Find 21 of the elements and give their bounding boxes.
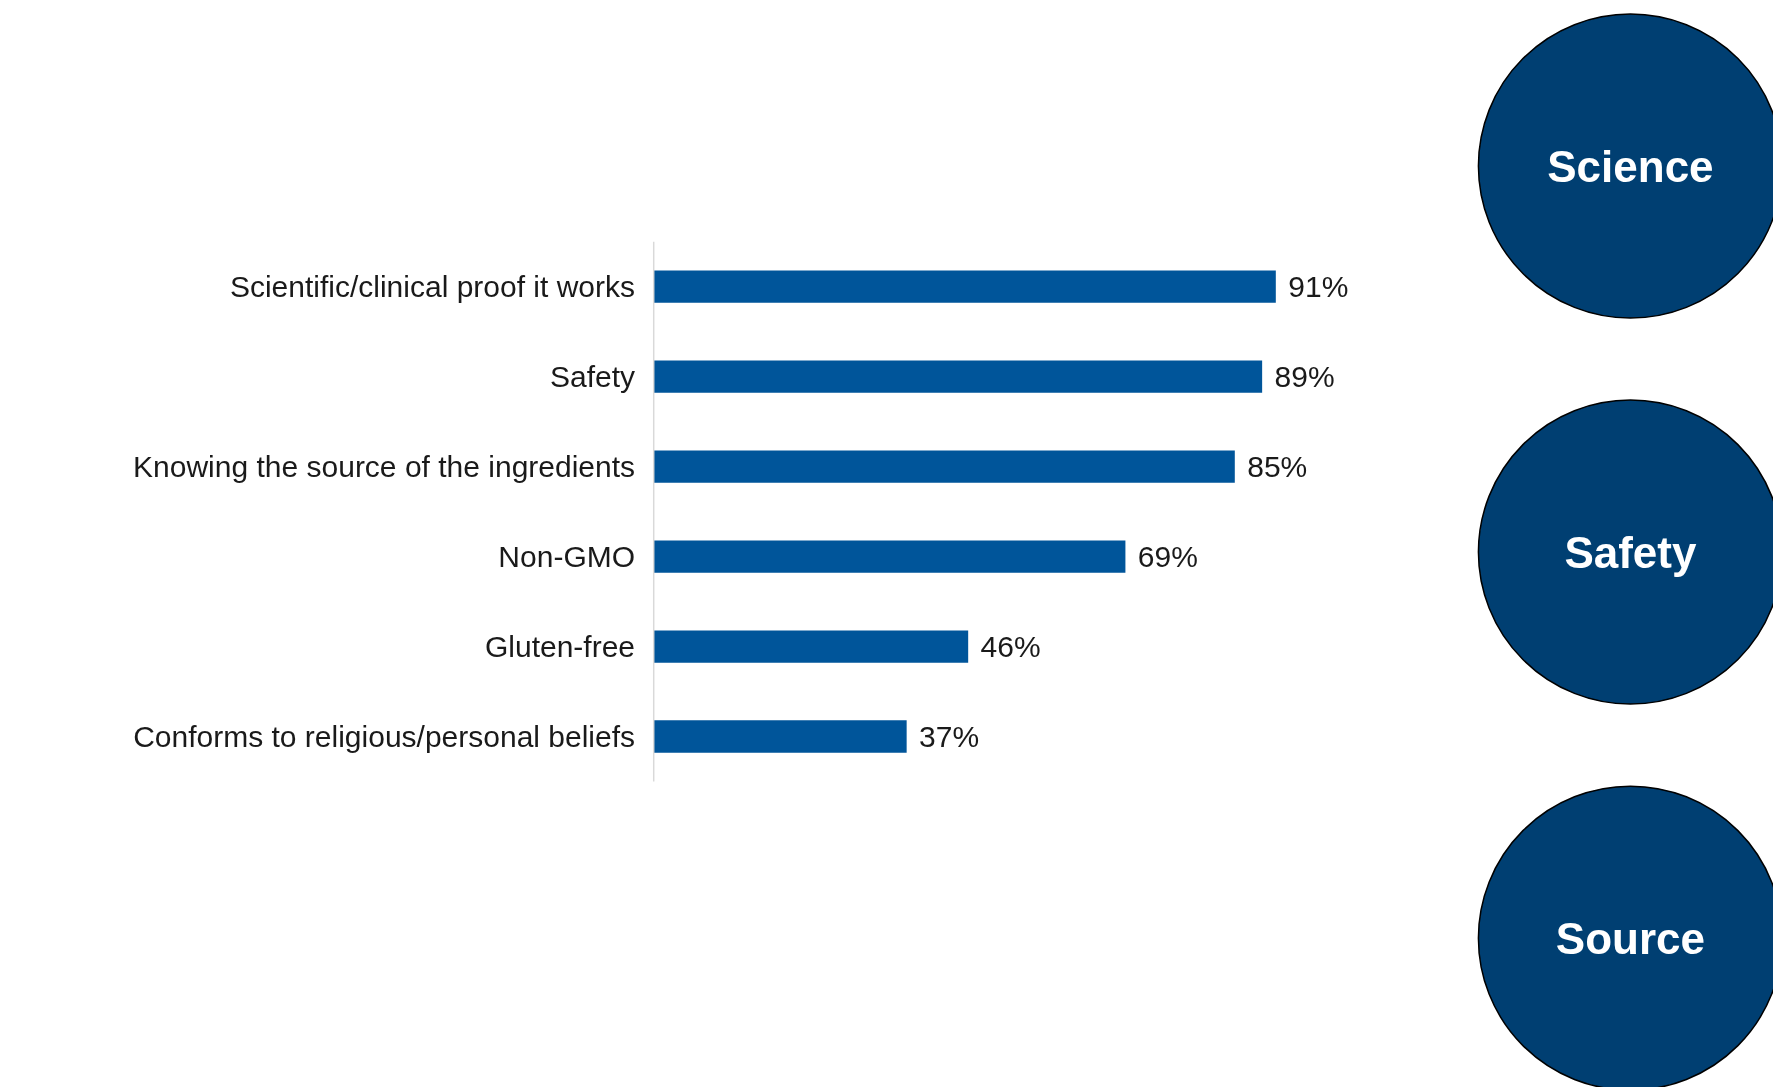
data-label: 46%	[980, 630, 1041, 664]
data-label: 85%	[1247, 450, 1308, 484]
data-label: 37%	[919, 720, 980, 754]
data-label: 91%	[1288, 270, 1349, 304]
y-tick-label: Safety	[550, 360, 636, 394]
data-label: 69%	[1137, 540, 1198, 574]
y-tick-label: Non-GMO	[498, 540, 636, 574]
text: Science	[1547, 141, 1714, 191]
bar	[653, 720, 907, 753]
y-tick-label: Conforms to religious/personal beliefs	[133, 720, 636, 754]
text: Source	[1555, 913, 1705, 963]
y-tick-label: Scientific/clinical proof it works	[229, 270, 636, 304]
y-tick-label: Knowing the source of the ingredients	[133, 450, 636, 484]
bar	[653, 540, 1126, 573]
y-tick-label: Gluten-free	[484, 630, 636, 664]
bar	[653, 270, 1276, 303]
data-label: 89%	[1274, 360, 1335, 394]
text: Safety	[1564, 527, 1697, 577]
bar	[653, 630, 969, 663]
bar	[653, 360, 1263, 393]
bar	[653, 450, 1235, 483]
